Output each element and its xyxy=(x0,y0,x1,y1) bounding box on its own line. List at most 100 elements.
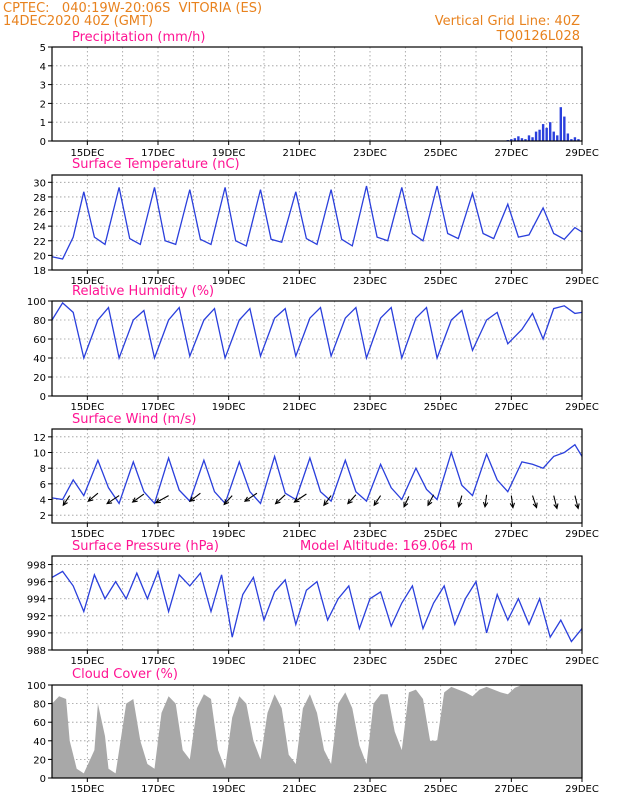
cloud-ytick-label: 60 xyxy=(33,718,46,729)
precip-bar xyxy=(549,122,552,141)
precip-bar xyxy=(573,137,577,141)
press-ytick-label: 996 xyxy=(27,578,46,589)
press-panel: Surface Pressure (hPa) Model Altitude: 16… xyxy=(27,539,599,667)
rh-title: Relative Humidity (%) xyxy=(72,284,214,299)
precip-ytick-label: 2 xyxy=(40,99,46,110)
wind-ytick-label: 10 xyxy=(33,449,46,460)
wind-arrow xyxy=(457,495,463,508)
wind-arrow xyxy=(106,495,120,505)
wind-arrow xyxy=(373,495,382,507)
wind-arrow xyxy=(403,496,410,508)
header: CPTEC: 040:19W-20:06S VITORIA (ES) 14DEC… xyxy=(3,1,580,44)
cloud-ytick-label: 0 xyxy=(40,774,46,785)
wind-xtick-label: 21DEC xyxy=(282,529,316,540)
wind-xtick-label: 25DEC xyxy=(424,529,458,540)
temp-xtick-label: 27DEC xyxy=(494,276,528,287)
precip-ytick-label: 0 xyxy=(40,137,46,148)
precip-bar xyxy=(570,139,573,141)
precip-bar xyxy=(556,135,559,141)
precip-bar xyxy=(527,135,531,141)
wind-title: Surface Wind (m/s) xyxy=(72,412,196,427)
precip-xtick-label: 25DEC xyxy=(424,148,458,159)
rh-ytick-label: 40 xyxy=(33,354,46,365)
header-station: CPTEC: 040:19W-20:06S VITORIA (ES) xyxy=(3,1,262,16)
wind-arrow xyxy=(532,495,538,509)
rh-xtick-label: 21DEC xyxy=(282,402,316,413)
wind-arrow xyxy=(223,495,233,506)
temp-xtick-label: 19DEC xyxy=(212,276,246,287)
press-xtick-label: 29DEC xyxy=(565,656,599,667)
press-line xyxy=(51,569,583,643)
wind-arrow xyxy=(293,493,307,503)
wind-ytick-label: 6 xyxy=(40,480,46,491)
temp-ytick-label: 24 xyxy=(33,222,46,233)
temp-ytick-label: 28 xyxy=(33,193,46,204)
wind-arrow xyxy=(509,495,516,509)
precip-ytick-label: 4 xyxy=(40,62,46,73)
press-xtick-label: 21DEC xyxy=(282,656,316,667)
rh-ytick-label: 100 xyxy=(27,297,46,308)
temp-ytick-label: 26 xyxy=(33,208,46,219)
cloud-xtick-label: 27DEC xyxy=(494,784,528,795)
temp-panel: Surface Temperature (nC) 18 20 22 24 26 28 30 15… xyxy=(33,157,599,287)
precip-bar xyxy=(510,139,513,141)
wind-arrow xyxy=(62,495,71,507)
cloud-title: Cloud Cover (%) xyxy=(72,667,178,682)
wind-arrow xyxy=(323,495,332,507)
wind-arrow xyxy=(274,494,286,505)
wind-arrow xyxy=(427,494,435,507)
press-ytick-label: 994 xyxy=(27,595,46,606)
cloud-panel: Cloud Cover (%) 0 20 40 60 80 100 15DEC 17DEC 19D… xyxy=(27,667,599,795)
press-ytick-label: 988 xyxy=(27,646,46,657)
temp-xtick-label: 17DEC xyxy=(141,276,175,287)
precip-bar xyxy=(545,127,548,141)
wind-xtick-label: 15DEC xyxy=(70,529,104,540)
rh-frame xyxy=(51,300,583,397)
temp-ytick-label: 18 xyxy=(33,266,46,277)
rh-ytick-label: 60 xyxy=(33,335,46,346)
rh-xtick-label: 27DEC xyxy=(494,402,528,413)
press-xtick-label: 15DEC xyxy=(70,656,104,667)
cloud-ytick-label: 100 xyxy=(27,681,46,692)
cloud-xtick-label: 15DEC xyxy=(70,784,104,795)
cloud-frame xyxy=(51,684,583,779)
precip-xtick-label: 29DEC xyxy=(565,148,599,159)
wind-arrow xyxy=(188,492,201,503)
press-ytick-label: 992 xyxy=(27,612,46,623)
precip-ytick-label: 1 xyxy=(40,118,46,129)
cloud-xtick-label: 19DEC xyxy=(212,784,246,795)
wind-panel: Surface Wind (m/s) 2 4 6 8 10 12 15DEC 17DEC 19DE… xyxy=(33,412,599,540)
wind-xtick-label: 17DEC xyxy=(141,529,175,540)
press-ytick-label: 990 xyxy=(27,629,46,640)
precip-bar xyxy=(534,131,538,141)
temp-ytick-label: 20 xyxy=(33,251,46,262)
wind-arrow xyxy=(482,494,489,509)
temp-ytick-label: 30 xyxy=(33,178,46,189)
rh-ytick-label: 20 xyxy=(33,373,46,384)
precip-frame xyxy=(51,46,583,142)
cloud-ytick-label: 20 xyxy=(33,755,46,766)
precip-bar xyxy=(541,124,545,141)
temp-xtick-label: 15DEC xyxy=(70,276,104,287)
precip-ytick-label: 3 xyxy=(40,81,46,92)
wind-arrow xyxy=(131,493,145,503)
precip-bar xyxy=(566,133,570,141)
rh-xtick-label: 23DEC xyxy=(353,402,387,413)
precip-bar xyxy=(513,138,517,141)
temp-xtick-label: 29DEC xyxy=(565,276,599,287)
press-title: Surface Pressure (hPa) xyxy=(72,539,219,554)
rh-line xyxy=(51,301,583,361)
precip-bar xyxy=(563,116,566,141)
wind-ytick-label: 12 xyxy=(33,433,46,444)
header-gridline: Vertical Grid Line: 40Z xyxy=(435,14,580,29)
press-xtick-label: 19DEC xyxy=(212,656,246,667)
wind-line xyxy=(51,443,583,505)
rh-panel: Relative Humidity (%) 0 20 40 60 80 100 15DEC 17… xyxy=(27,284,599,413)
temp-xtick-label: 23DEC xyxy=(353,276,387,287)
press-frame xyxy=(51,555,583,651)
cloud-ytick-label: 80 xyxy=(33,700,46,711)
temp-ytick-label: 22 xyxy=(33,237,46,248)
press-xtick-label: 27DEC xyxy=(494,656,528,667)
precip-bar xyxy=(538,129,541,141)
